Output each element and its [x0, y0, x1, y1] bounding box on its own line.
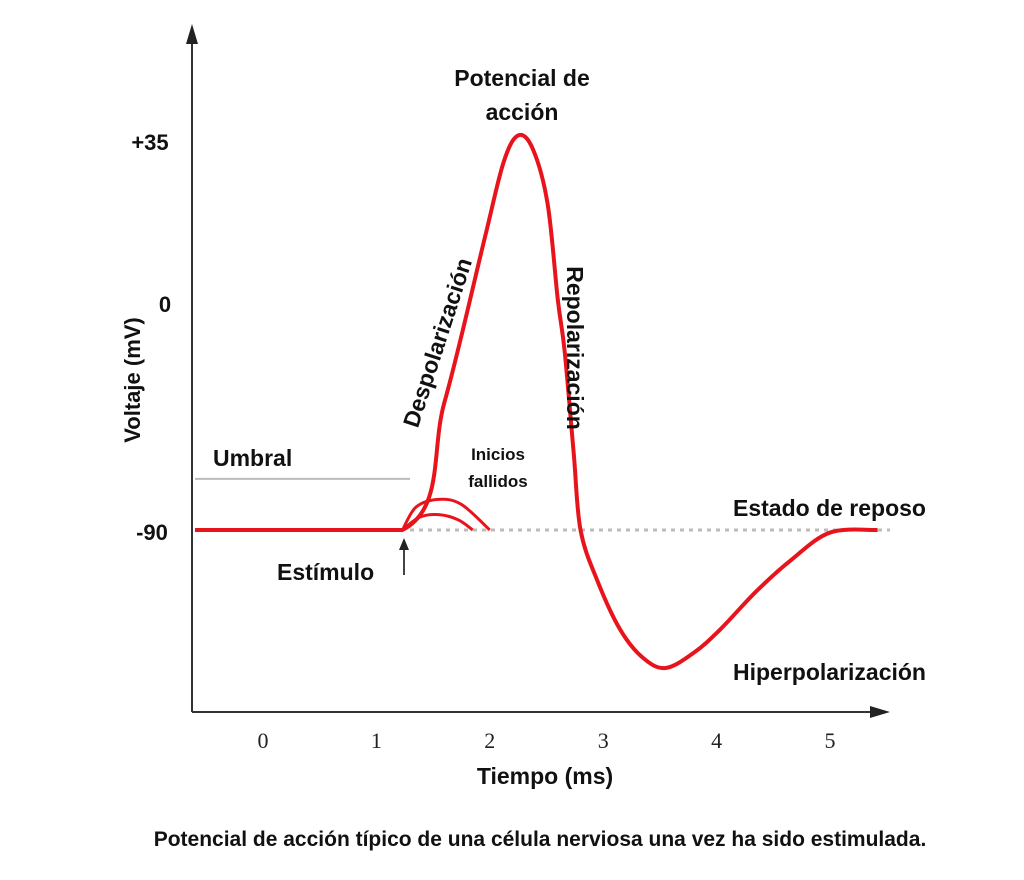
- x-tick-label: 1: [371, 728, 382, 753]
- y-tick-label: +35: [131, 130, 168, 155]
- peak-label: acción: [486, 99, 559, 125]
- action-potential-line: [194, 132, 878, 671]
- stimulus-arrow-head-icon: [399, 538, 409, 550]
- x-tick-label: 4: [711, 728, 722, 753]
- y-tick-label: 0: [159, 292, 171, 317]
- hyperpolarization-label: Hiperpolarización: [733, 659, 926, 685]
- failed-starts-label: fallidos: [468, 472, 528, 491]
- stimulus-label: Estímulo: [277, 559, 374, 585]
- x-tick-label: 0: [258, 728, 269, 753]
- chart-caption: Potencial de acción típico de una célula…: [154, 828, 927, 851]
- peak-label: Potencial de: [454, 65, 589, 91]
- depolarization-label: Despolarización: [398, 255, 477, 431]
- x-tick-label: 3: [598, 728, 609, 753]
- repolarization-label: Repolarización: [562, 266, 588, 430]
- y-axis-label: Voltaje (mV): [120, 317, 145, 443]
- x-axis-label: Tiempo (ms): [477, 763, 613, 789]
- resting-state-label: Estado de reposo: [733, 495, 926, 521]
- threshold-label: Umbral: [213, 445, 292, 471]
- x-axis-arrow-icon: [870, 706, 890, 718]
- x-tick-label: 5: [825, 728, 836, 753]
- y-tick-label: -90: [136, 520, 168, 545]
- y-axis-arrow-icon: [186, 24, 198, 44]
- failed-starts-label: Inicios: [471, 445, 525, 464]
- failed-start-line: [401, 497, 491, 532]
- failed-start-line: [401, 513, 474, 532]
- x-tick-label: 2: [484, 728, 495, 753]
